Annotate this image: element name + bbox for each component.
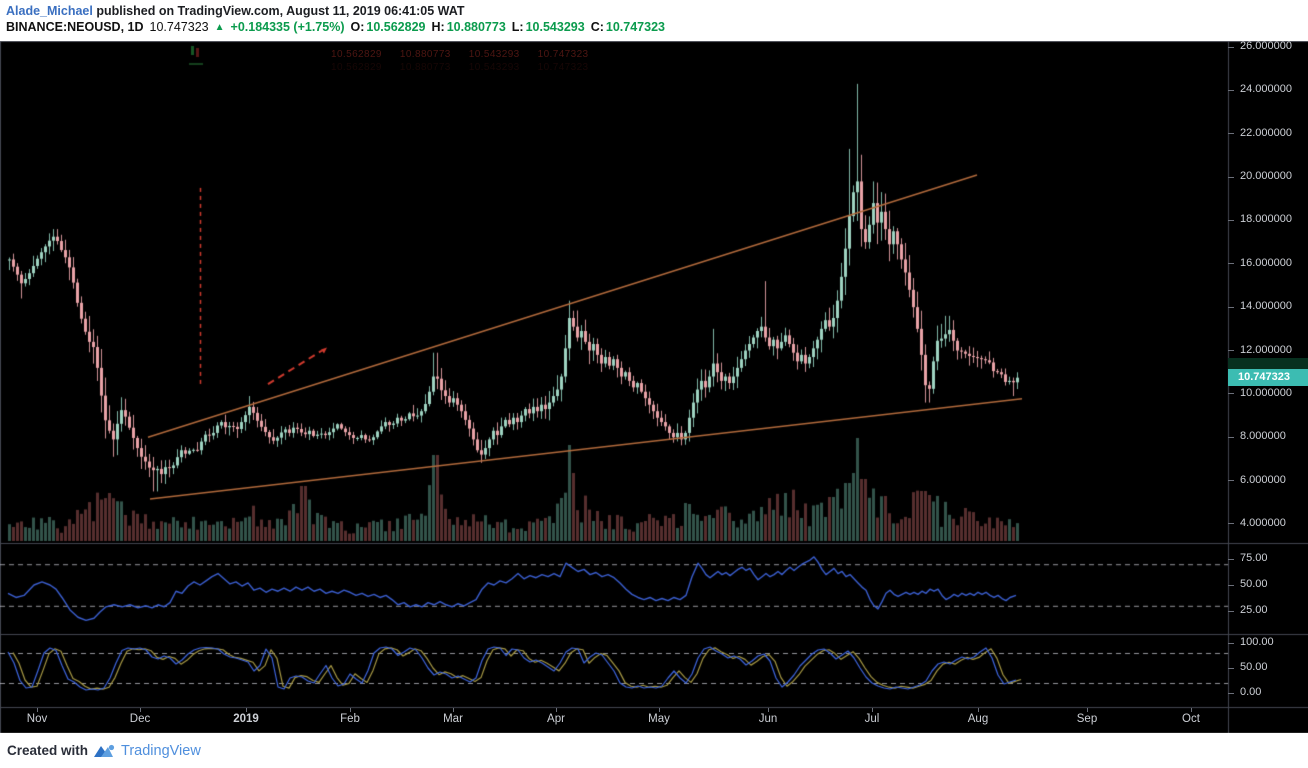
faint-ohlc-watermark: 10.562829 10.880773 10.543293 10.747323 [331,49,589,60]
price-axis-label: 12.000000 [1240,343,1292,356]
footer-bar: Created with TradingView [0,733,1308,768]
price-axis-label: 4.000000 [1240,516,1286,529]
price-tick-mark [1228,306,1234,308]
price-tick-mark [1228,436,1234,438]
high-value: 10.880773 [446,20,506,34]
rsi-axis-label: 75.00 [1240,552,1268,564]
price-tick-mark [1228,480,1234,482]
price-axis-label: 18.000000 [1240,213,1292,226]
author-link[interactable]: Alade_Michael [6,4,93,18]
time-tick-mark [978,708,979,712]
faint-ohlc-value: 10.543293 [468,49,520,60]
faint-ohlc-watermark-dim: 10.562829 10.880773 10.543293 10.747323 [331,62,589,73]
time-tick-mark [350,708,351,712]
header-bar: Alade_Michael published on TradingView.c… [0,0,1308,41]
price-axis-label: 26.000000 [1240,40,1292,52]
time-tick-mark [659,708,660,712]
stoch-tick-mark [1228,667,1234,669]
rsi-tick-mark [1228,584,1234,586]
price-axis-label: 22.000000 [1240,126,1292,139]
price-tick-mark [1228,523,1234,525]
faint-ohlc-value: 10.880773 [399,49,451,60]
low-label: L: [511,20,524,34]
month-axis-label: Apr [547,713,565,725]
rsi-axis-label: 25.00 [1240,604,1268,616]
price-axis-label: 14.000000 [1240,300,1292,313]
price-axis-label: 10.000000 [1240,386,1292,399]
time-tick-mark [37,708,38,712]
time-tick-mark [768,708,769,712]
open-value: 10.562829 [366,20,426,34]
price-change: +0.184335 (+1.75%) [230,20,345,34]
tradingview-logo-icon[interactable] [94,743,117,758]
price-tick-mark [1228,176,1234,178]
tradingview-brand-link[interactable]: TradingView [121,742,201,759]
time-tick-mark [1191,708,1192,712]
time-tick-mark [1087,708,1088,712]
time-tick-mark [453,708,454,712]
publish-info-text: published on TradingView.com, August 11,… [92,4,465,18]
month-axis-label: May [648,713,670,725]
price-tick-mark [1228,219,1234,221]
faint-ohlc-value: 10.747323 [537,49,589,60]
month-axis-label: Sep [1076,713,1098,725]
last-price: 10.747323 [149,20,209,34]
time-tick-mark [246,708,247,712]
faint-ohlc-value: 10.543293 [468,62,520,73]
faint-ohlc-value: 10.880773 [399,62,451,73]
price-tick-mark [1228,263,1234,265]
month-axis-label: Jul [864,713,880,725]
symbol-info-line: BINANCE:NEOUSD, 1D 10.747323 ▲ +0.184335… [6,20,665,34]
publish-info-line: Alade_Michael published on TradingView.c… [6,4,464,18]
price-tick-mark [1228,350,1234,352]
stoch-axis-label: 100.00 [1240,636,1274,648]
rsi-tick-mark [1228,610,1234,612]
open-label: O: [350,20,365,34]
close-label: C: [590,20,604,34]
stoch-axis-label: 0.00 [1240,686,1262,698]
stoch-axis-label: 50.00 [1240,661,1268,673]
rsi-tick-mark [1228,558,1234,560]
created-with-label: Created with [7,743,89,758]
month-axis-label: Jun [758,713,778,725]
time-tick-mark [140,708,141,712]
rsi-axis-label: 50.00 [1240,578,1268,590]
price-axis-label: 6.000000 [1240,473,1286,486]
price-tick-mark [1228,46,1234,48]
price-tick-mark [1228,133,1234,135]
high-label: H: [431,20,445,34]
current-price-badge: 10.747323 [1228,369,1308,387]
month-axis-label: Feb [340,713,360,725]
faint-ohlc-value: 10.562829 [331,62,382,73]
price-tick-mark [1228,89,1234,91]
price-axis-label: 20.000000 [1240,170,1292,183]
bar-countdown-box [1228,358,1308,370]
price-axis-label: 24.000000 [1240,83,1292,96]
month-axis-label: Nov [26,713,48,725]
faint-ohlc-value: 10.747323 [537,62,589,73]
month-axis-label: Mar [443,713,463,725]
month-axis-label: Oct [1182,713,1200,725]
symbol-label[interactable]: BINANCE:NEOUSD, 1D [6,20,144,34]
close-value: 10.747323 [605,20,665,34]
price-axis-label: 8.000000 [1240,430,1286,443]
month-axis-label: Dec [129,713,151,725]
time-tick-mark [872,708,873,712]
up-arrow-icon: ▲ [214,21,225,33]
stoch-tick-mark [1228,692,1234,694]
month-axis-label: Aug [967,713,989,725]
price-axis-label: 16.000000 [1240,256,1292,269]
time-tick-mark [556,708,557,712]
faint-ohlc-value: 10.562829 [331,49,382,60]
low-value: 10.543293 [525,20,585,34]
stoch-tick-mark [1228,642,1234,644]
price-tick-mark [1228,393,1234,395]
year-axis-label: 2019 [233,713,259,725]
